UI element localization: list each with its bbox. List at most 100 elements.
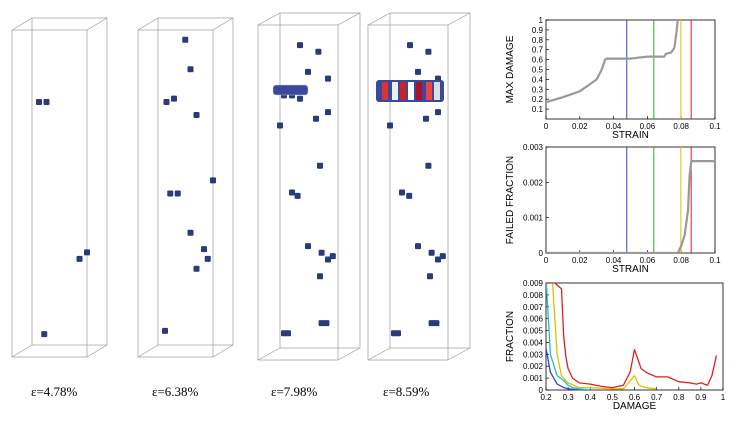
chart-damage-histogram: 0.2 0.3 0.4 0.5 0.6 0.7 0.8 0.9 1 0 0.001 0.002 0.00… [505, 279, 726, 412]
caption-panel-0: ε=4.78% [31, 384, 78, 399]
y-tick-label: 0.008 [523, 291, 544, 300]
x-tick-label: 0.1 [709, 256, 721, 265]
damage-blob [193, 265, 200, 272]
damage-blob [317, 273, 323, 280]
y-tick-label: 0.5 [532, 66, 544, 75]
y-tick-label: 0.8 [532, 36, 544, 45]
damage-cluster-cell [400, 82, 406, 100]
caption-panel-1: ε=6.38% [152, 384, 199, 399]
box-edge [447, 347, 471, 361]
box-edge [337, 12, 361, 26]
box-front-face [367, 24, 449, 361]
y-tick-label: 0.007 [523, 303, 544, 312]
damage-blob [187, 229, 194, 236]
y-axis-label: FAILED FRACTION [505, 156, 516, 244]
x-tick-label: 0.7 [651, 393, 663, 402]
caption-panel-2: ε=7.98% [271, 384, 318, 399]
damage-blob [43, 98, 50, 105]
damage-blob [210, 177, 216, 184]
damage-blob [285, 330, 291, 337]
y-tick-label: 0.002 [523, 362, 544, 371]
series-eps-8.59 [546, 283, 718, 389]
damage-blob [433, 320, 440, 327]
damage-blob [325, 256, 331, 263]
damage-blob [289, 189, 295, 196]
damage-blob [387, 122, 393, 129]
x-tick-label: 0.2 [540, 393, 552, 402]
y-tick-label: 0.2 [532, 95, 544, 104]
x-tick-label: 0 [544, 122, 549, 131]
series-max-damage [546, 20, 679, 104]
y-tick-label: 0.003 [523, 350, 544, 359]
box-edge [212, 17, 234, 31]
damage-blob [428, 320, 435, 327]
y-tick-label: 0 [539, 249, 544, 258]
box-edge [447, 12, 471, 26]
damage-blob [435, 256, 441, 263]
box-edge [257, 12, 281, 26]
x-tick-label: 1 [721, 393, 726, 402]
damage-cluster-cell [382, 82, 388, 100]
x-tick-label: 0.08 [673, 122, 689, 131]
damage-blob [162, 327, 168, 334]
damage-cluster-cell [408, 82, 414, 100]
damage-blob [174, 190, 181, 197]
damage-blob [36, 98, 42, 105]
damage-blob [329, 253, 336, 260]
x-tick-label: 0.04 [606, 256, 622, 265]
damage-blob [167, 190, 174, 197]
y-tick-label: 0.7 [532, 46, 544, 55]
damage-blob [406, 192, 413, 199]
y-tick-label: 0.001 [523, 214, 544, 223]
box-edge [86, 17, 108, 31]
damage-blob [277, 122, 283, 129]
damage-cluster-cell [426, 82, 432, 100]
series-eps-7.98 [546, 283, 657, 390]
y-tick-label: 0.001 [523, 374, 544, 383]
x-tick-label: 0.04 [606, 122, 622, 131]
y-tick-label: 0.006 [523, 315, 544, 324]
x-tick-label: 0.8 [673, 393, 685, 402]
damage-blob [425, 162, 432, 169]
box-edge [11, 17, 33, 31]
box-edge [137, 344, 159, 358]
box-front-face [137, 29, 214, 358]
box-edge [367, 347, 391, 361]
box-edge [257, 347, 281, 361]
box-edge [11, 344, 33, 358]
plot-frame [545, 19, 716, 120]
chart-max-damage: 0 0.02 0.04 0.06 0.08 0.10.10.20.30.40.50.60.… [505, 16, 721, 141]
series-failed-fraction [546, 160, 715, 253]
damage-blob [297, 42, 303, 49]
x-tick-label: 0.9 [695, 393, 707, 402]
box-back-face [31, 17, 108, 346]
damage-cluster [272, 84, 309, 96]
box-back-face [389, 12, 471, 349]
damage-blob [325, 109, 331, 116]
panel-strain-6-38 [137, 17, 234, 358]
y-tick-label: 1 [539, 16, 544, 25]
series-eps-4.78 [546, 348, 591, 390]
damage-blob [84, 249, 90, 256]
series-eps-6.38 [546, 283, 591, 390]
damage-blob [315, 48, 322, 55]
x-axis-label: STRAIN [612, 264, 649, 275]
damage-blob [41, 331, 48, 338]
box-edge [137, 17, 159, 31]
damage-blob [415, 243, 421, 250]
y-tick-label: 0.004 [523, 338, 544, 347]
chart-failed-fraction: 0 0.02 0.04 0.06 0.08 0.1 0 0.001 0.002 0.003 STRA… [505, 143, 721, 275]
y-tick-label: 0.4 [532, 75, 544, 84]
box-front-face [257, 24, 339, 361]
damage-blob [415, 68, 421, 75]
damage-blob [313, 115, 319, 122]
plot-frame [545, 146, 716, 254]
x-tick-label: 0.6 [629, 393, 641, 402]
damage-blob [294, 192, 301, 199]
damage-blob [163, 98, 170, 105]
damage-blob [182, 36, 189, 43]
y-tick-label: 0.3 [532, 85, 544, 94]
damage-blob [204, 255, 211, 262]
damage-blob [187, 66, 194, 73]
